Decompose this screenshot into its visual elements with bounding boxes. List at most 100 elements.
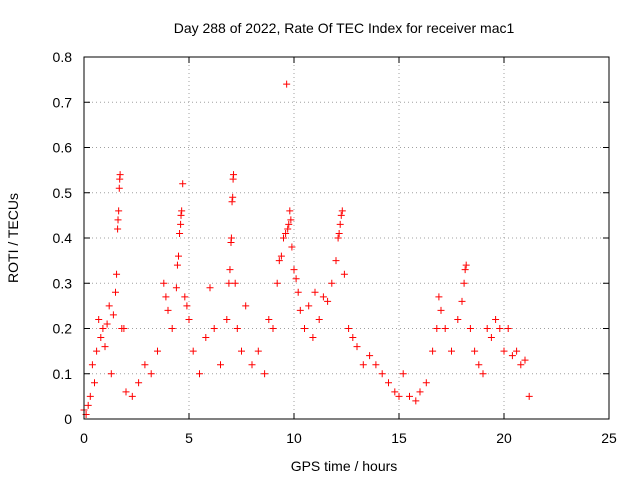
data-point — [366, 352, 374, 360]
data-point — [114, 216, 122, 224]
data-point — [177, 211, 185, 219]
data-point — [88, 361, 96, 369]
data-point — [353, 343, 361, 351]
data-point — [93, 347, 101, 355]
data-point — [120, 325, 128, 332]
data-point — [437, 306, 445, 314]
x-tick-label: 15 — [391, 430, 407, 446]
data-point — [391, 388, 399, 396]
data-point — [181, 293, 189, 301]
y-tick-label: 0.6 — [53, 140, 73, 156]
data-point — [135, 379, 143, 387]
data-point — [91, 379, 98, 387]
data-point — [285, 220, 293, 228]
y-tick-label: 0.3 — [53, 275, 73, 291]
data-point — [242, 302, 250, 310]
plot-frame — [83, 56, 610, 420]
y-tick-label: 0.4 — [53, 230, 73, 246]
data-point — [345, 325, 353, 332]
data-point — [286, 207, 294, 215]
data-point — [458, 297, 466, 305]
data-point — [185, 315, 193, 323]
data-point — [141, 361, 149, 369]
data-point — [334, 234, 342, 242]
data-point — [460, 279, 468, 287]
data-point — [176, 229, 184, 237]
data-point — [238, 347, 245, 355]
data-points — [80, 80, 533, 418]
y-tick-label: 0.5 — [53, 185, 73, 201]
data-point — [504, 325, 512, 332]
data-point — [164, 306, 172, 314]
data-point — [315, 315, 323, 323]
data-point — [172, 284, 180, 292]
data-point — [99, 325, 107, 332]
data-point — [461, 266, 469, 274]
data-point — [248, 361, 256, 369]
data-point — [479, 370, 487, 378]
data-point — [226, 266, 234, 274]
data-point — [233, 325, 241, 332]
data-point — [254, 347, 262, 355]
data-point — [230, 171, 238, 179]
data-point — [385, 379, 392, 387]
data-point — [128, 392, 136, 400]
data-point — [296, 306, 304, 314]
data-point — [335, 229, 343, 237]
data-point — [147, 370, 155, 378]
x-tick-label: 20 — [496, 430, 512, 446]
data-point — [292, 275, 300, 283]
data-point — [122, 388, 130, 396]
data-point — [448, 347, 455, 355]
data-point — [336, 220, 344, 228]
data-point — [227, 234, 235, 242]
data-point — [513, 347, 521, 355]
data-point — [206, 284, 214, 292]
data-point — [395, 392, 403, 400]
data-point — [261, 370, 269, 378]
data-point — [183, 302, 191, 310]
data-point — [319, 293, 327, 301]
y-tick-label: 0.8 — [53, 49, 73, 65]
data-point — [175, 252, 182, 260]
data-point — [282, 229, 290, 237]
data-point — [179, 180, 187, 188]
axis-ticks: 0 5 10 15 20 25 0 0.1 0.2 0.3 0.4 0.5 0.6 0.7 0.8 — [53, 49, 617, 446]
data-point — [337, 211, 345, 219]
chart-title: Day 288 of 2022, Rate Of TEC Index for r… — [174, 20, 515, 36]
data-point — [492, 315, 500, 323]
data-point — [471, 347, 479, 355]
data-point — [309, 334, 317, 342]
data-point — [359, 361, 367, 369]
data-point — [277, 252, 285, 260]
data-point — [454, 315, 462, 323]
data-point — [475, 361, 483, 369]
data-point — [112, 288, 119, 296]
data-point — [228, 198, 236, 206]
y-tick-label: 0 — [64, 411, 72, 427]
data-point — [154, 347, 161, 355]
grid-lines — [84, 57, 609, 419]
data-point — [287, 216, 295, 224]
data-point — [338, 207, 346, 215]
data-point — [416, 388, 424, 396]
y-tick-label: 0.2 — [53, 321, 73, 337]
data-point — [189, 347, 197, 355]
data-point — [466, 325, 474, 332]
data-point — [301, 325, 308, 332]
data-point — [116, 171, 124, 179]
data-point — [210, 325, 218, 332]
data-point — [168, 325, 176, 332]
data-point — [340, 270, 348, 278]
data-point — [283, 80, 291, 88]
data-point — [332, 257, 340, 265]
data-point — [521, 356, 529, 364]
data-point — [113, 270, 121, 278]
data-point — [288, 243, 296, 251]
data-point — [162, 293, 170, 301]
data-point — [173, 261, 181, 269]
data-point — [196, 370, 203, 378]
data-point — [84, 401, 92, 409]
data-point — [97, 334, 105, 342]
